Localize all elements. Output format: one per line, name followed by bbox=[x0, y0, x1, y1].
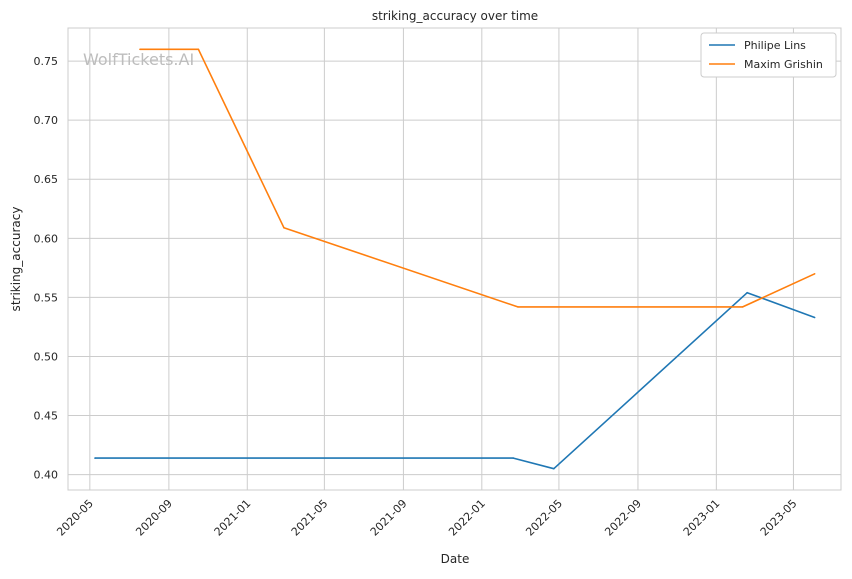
y-tick-label: 0.70 bbox=[34, 114, 59, 127]
watermark: WolfTickets.AI bbox=[83, 50, 194, 69]
data-point-philipe-lins bbox=[813, 316, 816, 319]
data-point-maxim-grishin bbox=[741, 306, 744, 308]
data-point-philipe-lins bbox=[94, 457, 96, 459]
x-tick-label: 2021-05 bbox=[289, 497, 331, 539]
y-tick-label: 0.45 bbox=[34, 410, 59, 423]
series-line-maxim-grishin bbox=[140, 48, 816, 308]
chart-title: striking_accuracy over time bbox=[372, 9, 538, 23]
legend-label-philipe-lins: Philipe Lins bbox=[744, 39, 806, 52]
y-axis-label: striking_accuracy bbox=[9, 207, 23, 312]
y-tick-label: 0.60 bbox=[34, 232, 59, 245]
y-tick-label: 0.55 bbox=[34, 291, 59, 304]
data-point-maxim-grishin bbox=[197, 48, 200, 51]
x-tick-label: 2021-09 bbox=[368, 497, 410, 539]
data-point-maxim-grishin bbox=[283, 226, 285, 229]
legend-label-maxim-grishin: Maxim Grishin bbox=[744, 58, 823, 71]
series-lines bbox=[94, 48, 816, 470]
x-tick-label: 2022-01 bbox=[446, 497, 488, 539]
y-tick-label: 0.50 bbox=[34, 350, 59, 363]
data-point-philipe-lins bbox=[552, 467, 555, 470]
plot-area bbox=[67, 27, 842, 491]
y-tick-label: 0.75 bbox=[34, 55, 59, 68]
y-tick-label: 0.65 bbox=[34, 173, 59, 186]
series-line-philipe-lins bbox=[95, 291, 815, 470]
x-tick-label: 2020-09 bbox=[133, 497, 175, 539]
x-tick-label: 2021-01 bbox=[212, 497, 254, 539]
legend: Philipe Lins Maxim Grishin bbox=[700, 32, 837, 78]
x-axis-label: Date bbox=[441, 552, 470, 566]
data-point-maxim-grishin bbox=[813, 272, 816, 275]
data-point-maxim-grishin bbox=[139, 48, 141, 51]
data-point-philipe-lins bbox=[746, 291, 748, 294]
x-tick-label: 2022-05 bbox=[523, 497, 565, 539]
y-tick-label: 0.40 bbox=[34, 469, 59, 482]
legend-box bbox=[700, 32, 837, 78]
x-tick-label: 2023-05 bbox=[758, 497, 800, 539]
grid bbox=[68, 28, 841, 490]
x-axis-ticks: 2020-05 2020-09 2021-01 2021-05 2021-09 2022-… bbox=[54, 497, 799, 539]
data-point-maxim-grishin bbox=[516, 306, 519, 308]
x-tick-label: 2020-05 bbox=[54, 497, 96, 539]
x-tick-label: 2023-01 bbox=[681, 497, 723, 539]
data-point-philipe-lins bbox=[512, 457, 515, 459]
x-tick-label: 2022-09 bbox=[602, 497, 644, 539]
y-axis-ticks: 0.40 0.45 0.50 0.55 0.60 0.65 0.70 0.75 bbox=[34, 55, 59, 482]
